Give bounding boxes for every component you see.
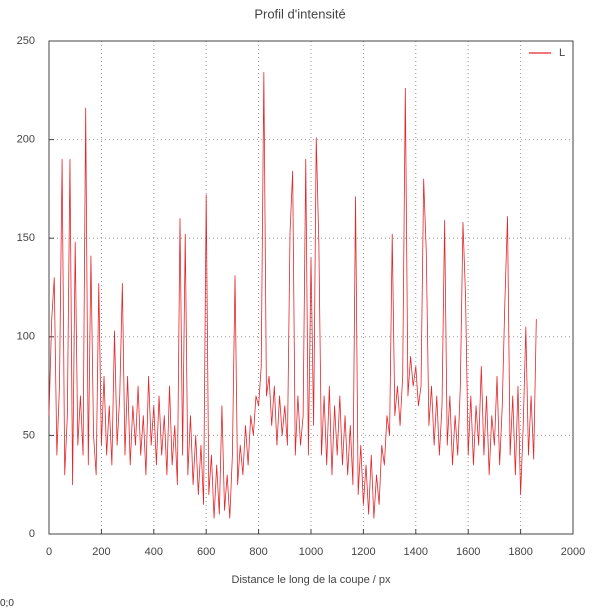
- status-text: 0;0: [0, 598, 14, 609]
- x-tick-label: 1800: [508, 546, 532, 558]
- chart-title: Profil d'intensité: [254, 6, 345, 21]
- x-tick-label: 0: [46, 546, 52, 558]
- y-tick-label: 150: [17, 232, 35, 244]
- x-tick-label: 1000: [299, 546, 323, 558]
- x-tick-label: 200: [92, 546, 110, 558]
- y-tick-label: 100: [17, 331, 35, 343]
- x-tick-label: 2000: [561, 546, 585, 558]
- x-tick-label: 600: [197, 546, 215, 558]
- plot-frame: [48, 40, 574, 535]
- x-tick-label: 400: [145, 546, 163, 558]
- y-tick-label: 250: [17, 35, 35, 47]
- data-line: [48, 72, 537, 519]
- chart: Profil d'intensité Distance le long de l…: [17, 6, 586, 586]
- legend-label: L: [559, 47, 565, 59]
- x-tick-label: 1400: [404, 546, 428, 558]
- x-axis-label: Distance le long de la coupe / px: [232, 574, 391, 586]
- x-tick-label: 1200: [351, 546, 375, 558]
- y-tick-label: 0: [29, 528, 35, 540]
- y-tick-label: 200: [17, 134, 35, 146]
- x-tick-label: 1600: [456, 546, 480, 558]
- x-tick-label: 800: [249, 546, 267, 558]
- y-tick-label: 50: [23, 429, 35, 441]
